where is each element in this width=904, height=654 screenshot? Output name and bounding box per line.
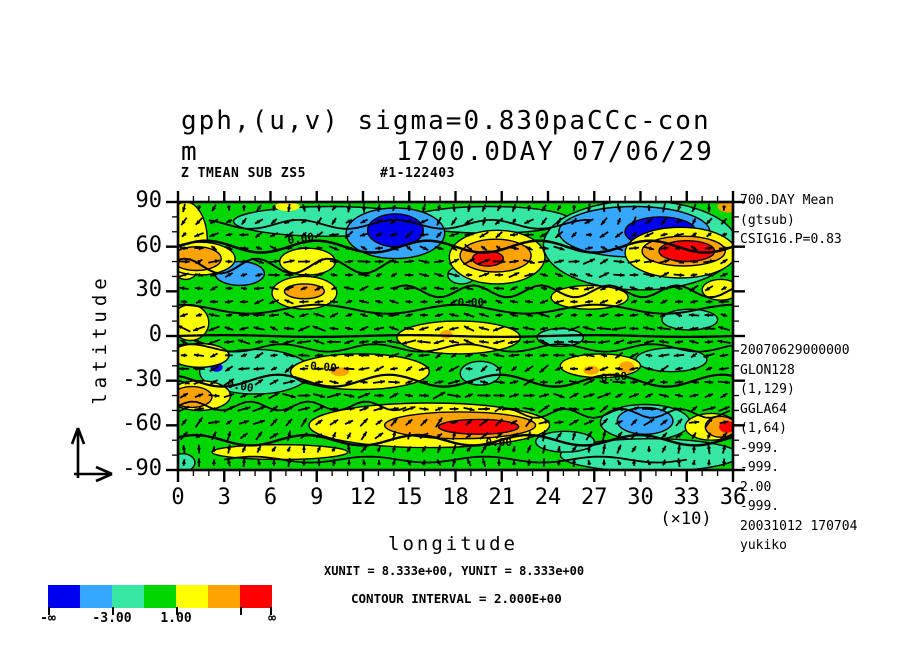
- colorbar-tick: [270, 607, 272, 615]
- metadata-line: CSIG16.P=0.83: [740, 232, 842, 247]
- y-tick-label: 90: [135, 188, 163, 213]
- metadata-line: GLON128: [740, 362, 795, 378]
- colorbar-label: ∞: [268, 611, 276, 626]
- metadata-line: 700.DAY Mean: [740, 193, 834, 208]
- metadata-line: 20031012 170704: [740, 518, 858, 534]
- svg-text:-0.00: -0.00: [303, 359, 337, 375]
- colorbar-label: -3.00: [92, 611, 132, 626]
- plot-title-line1: gph,(u,v) sigma=0.830paCCc-con: [181, 106, 711, 136]
- colorbar-tick: [176, 607, 178, 615]
- contour-interval-info: CONTOUR INTERVAL = 2.000E+00: [351, 591, 562, 606]
- x-tick-label: 30: [627, 485, 654, 510]
- x-tick-label: 18: [442, 485, 469, 510]
- metadata-line: -999.: [740, 499, 780, 514]
- svg-text:0.00: 0.00: [458, 296, 485, 309]
- colorbar-label: -∞: [40, 611, 56, 626]
- x-tick-label: 12: [349, 485, 377, 510]
- metadata-line: 20070629000000: [740, 343, 850, 358]
- metadata-line: yukiko: [740, 538, 787, 553]
- metadata-line: (1,64): [740, 421, 787, 436]
- metadata-panel-top: 700.DAY Mean (gtsub) CSIG16.P=0.83: [740, 191, 842, 250]
- colorbar-label: 1.00: [160, 611, 192, 626]
- colorbar-tick: [240, 607, 242, 615]
- colorbar-segment: [112, 585, 144, 608]
- y-tick-label: 60: [135, 232, 163, 258]
- x-tick-label: 0: [171, 485, 185, 510]
- y-tick-label: -90: [122, 456, 162, 481]
- colorbar-segment: [80, 585, 112, 608]
- metadata-line: -999.: [740, 460, 780, 475]
- svg-text:0.00: 0.00: [287, 230, 315, 247]
- svg-text:0.00: 0.00: [600, 370, 628, 385]
- svg-text:0.00: 0.00: [485, 436, 512, 449]
- plot-title-time: 1700.0DAY 07/06/29: [396, 137, 714, 167]
- metadata-line: -999.: [740, 440, 780, 456]
- x-tick-label: 33: [673, 485, 701, 510]
- colorbar-segment: [48, 585, 80, 608]
- metadata-line: 2.00: [740, 479, 772, 495]
- x-tick-label: 36: [719, 485, 747, 510]
- metadata-line: GGLA64: [740, 401, 787, 417]
- x-tick-label: 21: [488, 485, 516, 510]
- metadata-line: (1,129): [740, 382, 795, 397]
- plot-subtitle-right: #1-122403: [380, 166, 455, 181]
- contour-map: 0.00 0.00 -0.00 0.00 0.00 0.00: [166, 191, 745, 482]
- y-tick-label: -30: [122, 366, 162, 392]
- colorbar-tick: [112, 607, 114, 615]
- x-axis-title: longitude: [388, 533, 518, 555]
- unit-vector-legend: [70, 427, 113, 483]
- x-tick-label: 3: [217, 485, 231, 510]
- colorbar-segment: [176, 585, 208, 608]
- x-tick-label: 6: [263, 485, 278, 510]
- colorbar-segment: [240, 585, 272, 608]
- x-tick-label: 9: [310, 485, 324, 510]
- x-tick-label: 27: [581, 485, 608, 510]
- colorbar-tick: [48, 607, 50, 615]
- x-axis-multiplier: (×10): [660, 509, 712, 529]
- colorbar-segment: [144, 585, 176, 608]
- metadata-panel-bottom: 20070629000000 GLON128 (1,129) GGLA64 (1,64)…: [740, 341, 857, 556]
- colorbar-segment: [208, 585, 240, 608]
- plot-units-label: m: [181, 137, 199, 167]
- metadata-line: (gtsub): [740, 212, 795, 228]
- svg-text:0.00: 0.00: [226, 377, 254, 394]
- plot-subtitle-left: Z TMEAN SUB ZS5: [181, 166, 306, 181]
- y-tick-label: 0: [148, 322, 162, 347]
- unit-info: XUNIT = 8.333e+00, YUNIT = 8.333e+00: [324, 564, 585, 578]
- y-tick-label: 30: [135, 277, 163, 303]
- x-tick-label: 24: [534, 485, 562, 510]
- y-tick-label: -60: [122, 411, 162, 437]
- colorbar: [48, 585, 272, 608]
- x-tick-label: 15: [396, 485, 423, 510]
